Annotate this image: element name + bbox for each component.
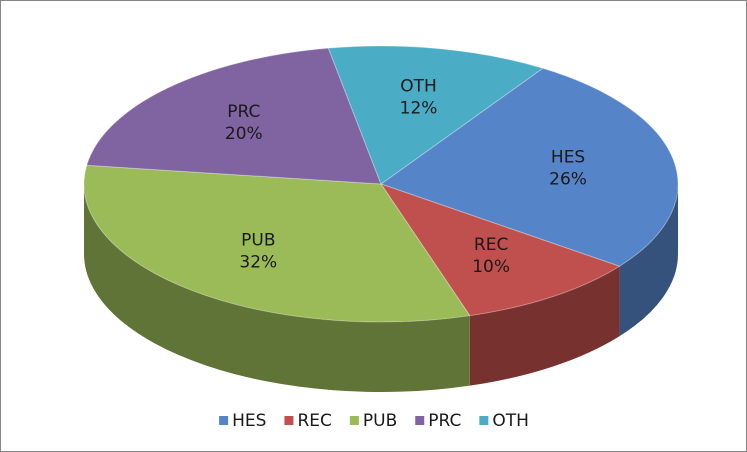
slice-side [84, 184, 470, 393]
slice-side [619, 184, 678, 337]
slice-label: PUB [241, 230, 275, 250]
legend-label: PUB [363, 411, 397, 431]
slice-label: HES [551, 147, 585, 167]
slice [86, 47, 382, 185]
slice-value-label: 12% [400, 98, 438, 118]
slice-side [469, 266, 620, 386]
legend-label: REC [297, 411, 331, 431]
slice [379, 67, 679, 267]
slice [83, 164, 471, 323]
slice-label: REC [474, 235, 508, 255]
slice [379, 183, 621, 317]
slice [327, 45, 544, 185]
slice-value-label: 26% [549, 169, 587, 189]
slice-value-label: 32% [239, 252, 277, 272]
slice-value-label: 20% [225, 124, 263, 144]
slice-label: PRC [227, 102, 260, 122]
slice-label: OTH [400, 76, 437, 96]
legend-swatch [284, 416, 294, 425]
legend-swatch [415, 416, 425, 425]
legend-swatch [349, 416, 359, 425]
legend-swatch [479, 416, 489, 425]
legend-swatch [219, 416, 229, 425]
legend-label: HES [232, 411, 266, 431]
slice-value-label: 10% [472, 257, 510, 277]
legend-label: OTH [492, 411, 529, 431]
legend-label: PRC [428, 411, 461, 431]
